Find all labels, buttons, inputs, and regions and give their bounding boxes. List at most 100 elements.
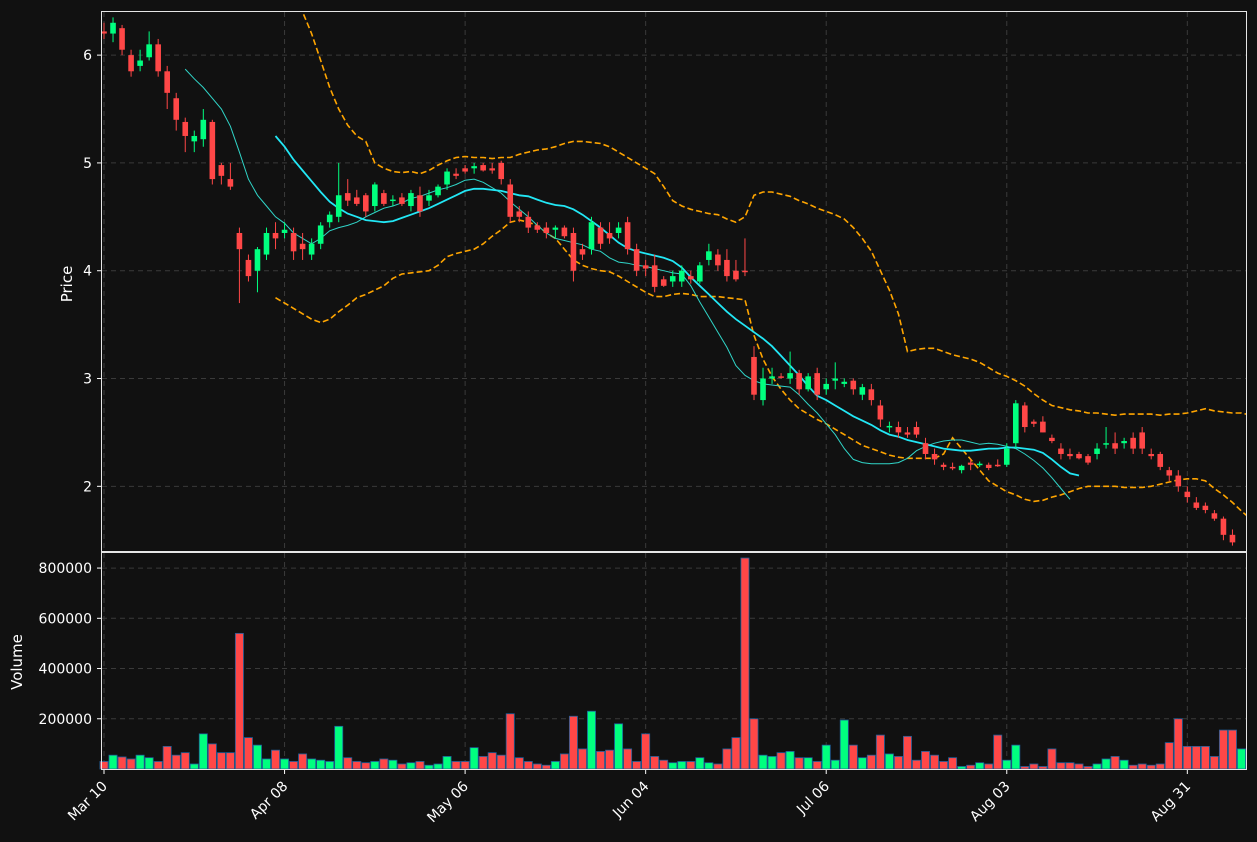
- volume-bar: [1011, 744, 1021, 770]
- price-grid: [102, 12, 1246, 551]
- volume-bar: [659, 759, 669, 770]
- volume-bar: [794, 757, 804, 770]
- volume-bar: [912, 759, 921, 770]
- volume-bar: [162, 745, 172, 770]
- volume-bar: [135, 754, 145, 770]
- candle-body: [1193, 502, 1200, 508]
- volume-bar: [948, 757, 958, 770]
- price-tick-label: 5: [83, 156, 92, 172]
- volume-bar: [198, 733, 208, 770]
- candle-body: [841, 381, 848, 384]
- volume-grid: [102, 553, 1246, 769]
- candle-body: [913, 427, 920, 435]
- candle-body: [958, 465, 965, 471]
- volume-bar: [568, 715, 578, 770]
- candle-body: [1220, 518, 1227, 535]
- volume-tick-label: 800000: [39, 561, 92, 577]
- volume-bar: [117, 756, 127, 770]
- candle-body: [1031, 421, 1037, 424]
- volume-bar: [740, 557, 750, 770]
- candle-body: [778, 376, 784, 378]
- volume-bar: [749, 718, 759, 770]
- candle-body: [967, 462, 974, 465]
- candle-body: [642, 265, 649, 269]
- volume-bar: [397, 763, 407, 770]
- candle-body: [137, 60, 143, 66]
- volume-bar: [334, 725, 344, 770]
- candle-body: [399, 197, 405, 204]
- volume-bar: [830, 759, 840, 770]
- volume-bar: [884, 753, 894, 770]
- moving-average-slow-line: [274, 135, 1080, 477]
- volume-bar: [343, 757, 353, 770]
- candle-body: [660, 279, 667, 286]
- candle-body: [706, 251, 712, 260]
- volume-y-ticks: 200000 400000 600000 800000: [39, 561, 102, 728]
- volume-bar: [1038, 766, 1048, 770]
- volume-bar: [216, 752, 226, 770]
- volume-bar: [541, 764, 551, 770]
- volume-bar: [108, 754, 118, 770]
- volume-bar: [785, 751, 795, 770]
- candle-body: [724, 259, 730, 277]
- candle-body: [1202, 505, 1209, 511]
- candle-body: [796, 373, 802, 390]
- volume-bar: [866, 754, 876, 770]
- volume-bar: [686, 761, 696, 770]
- volume-bar: [298, 753, 308, 770]
- candle-body: [1022, 405, 1028, 428]
- moving-averages: [184, 68, 1080, 500]
- volume-bar: [451, 761, 461, 770]
- volume-bar: [424, 764, 434, 770]
- candle-body: [480, 165, 486, 171]
- volume-bar: [1083, 766, 1093, 770]
- candle-body: [372, 184, 378, 207]
- volume-bar: [921, 751, 930, 770]
- volume-bar: [1056, 762, 1066, 770]
- volume-bar: [578, 748, 587, 770]
- candle-body: [119, 28, 125, 50]
- candle-body: [1229, 534, 1236, 543]
- candle-body: [669, 276, 676, 282]
- candle-body: [390, 199, 396, 202]
- candle-body: [588, 222, 595, 250]
- candle-body: [227, 179, 234, 187]
- volume-bar: [262, 758, 271, 770]
- candle-body: [985, 464, 992, 468]
- candle-body: [344, 193, 351, 201]
- volume-bar: [623, 748, 633, 770]
- candle-body: [1139, 432, 1145, 449]
- candle-body: [173, 98, 180, 120]
- volume-bar: [776, 752, 786, 770]
- volume-bar: [1074, 763, 1084, 770]
- volume-bar: [587, 710, 596, 770]
- volume-bar: [614, 723, 624, 770]
- volume-bar: [1209, 756, 1219, 770]
- volume-bar: [307, 758, 317, 770]
- candle-body: [1148, 453, 1155, 457]
- volume-bar: [253, 744, 262, 770]
- price-tick-label: 3: [83, 372, 92, 388]
- candle-body: [615, 227, 622, 233]
- candle-body: [1067, 453, 1073, 457]
- candle-body: [949, 466, 956, 469]
- volume-bar: [280, 758, 290, 770]
- candle-body: [624, 222, 631, 250]
- moving-average-fast-line: [184, 68, 1071, 500]
- volume-bar: [379, 758, 389, 770]
- candle-body: [1157, 453, 1164, 467]
- volume-bar: [957, 766, 967, 770]
- price-panel-frame: [101, 11, 1247, 552]
- candle-body: [579, 249, 586, 255]
- candle-body: [308, 243, 315, 255]
- volume-bar: [460, 761, 470, 770]
- candle-body: [697, 265, 703, 282]
- candle-body: [823, 383, 830, 390]
- candle-body: [1184, 491, 1191, 498]
- volume-bar: [433, 763, 443, 770]
- candle-body: [110, 22, 116, 34]
- candle-body: [687, 276, 694, 280]
- volume-bar: [975, 762, 985, 770]
- candle-body: [281, 229, 288, 233]
- candle-body: [678, 270, 685, 282]
